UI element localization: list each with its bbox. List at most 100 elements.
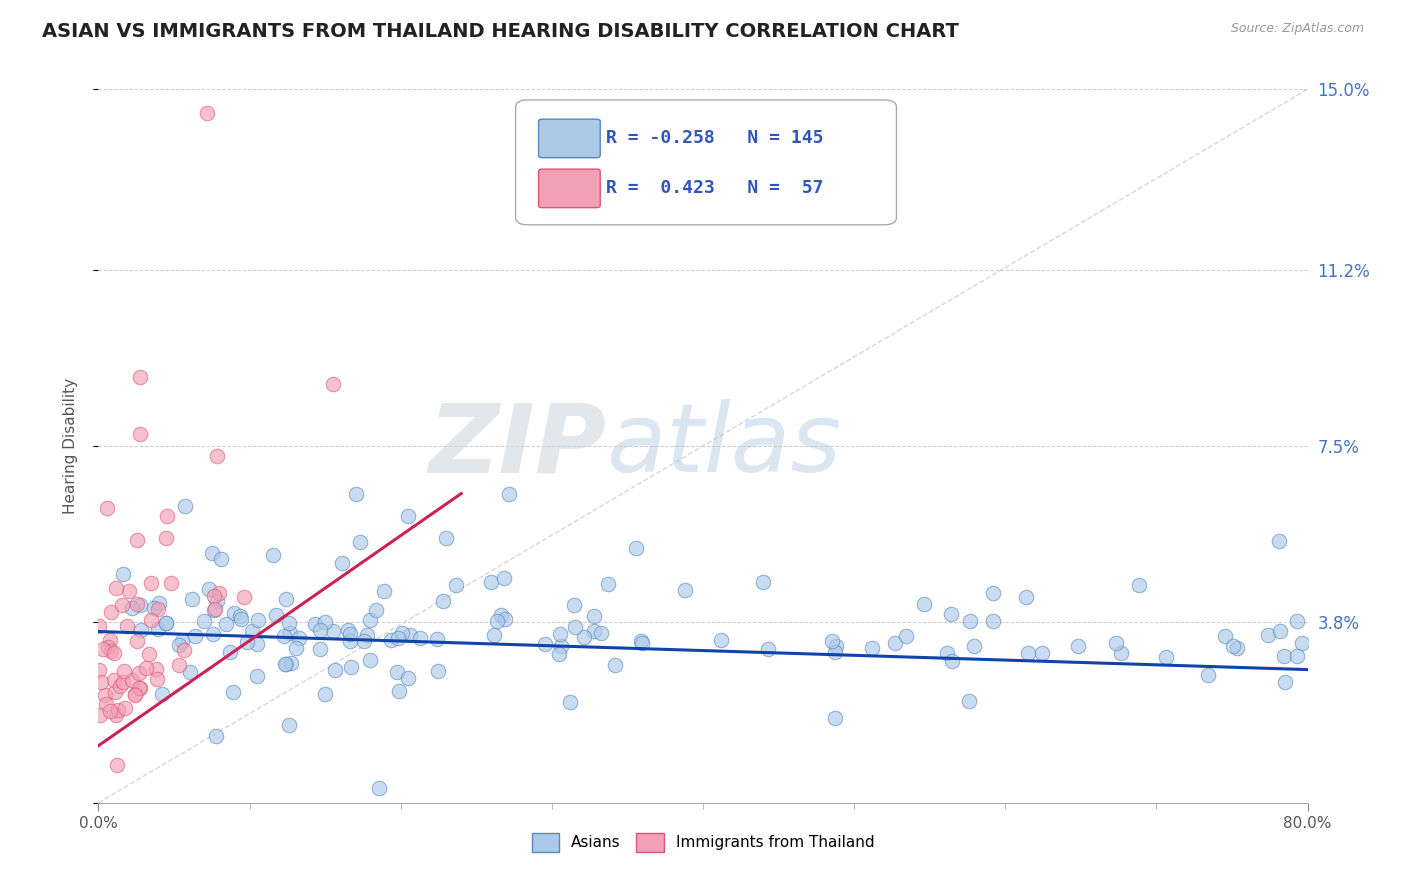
Point (246, 613, 269, 627)
Point (550, 639, 572, 653)
Point (482, 628, 505, 642)
Point (87, 663, 110, 677)
Point (233, 591, 256, 605)
Point (558, 695, 581, 709)
Point (179, 665, 201, 679)
Point (336, 623, 359, 637)
Point (322, 624, 344, 639)
Text: atlas: atlas (606, 400, 841, 492)
Point (129, 681, 152, 695)
Point (274, 657, 297, 672)
Point (146, 602, 169, 616)
Point (125, 533, 148, 547)
Point (280, 656, 302, 670)
Point (107, 703, 129, 717)
Point (118, 584, 141, 599)
Point (353, 634, 375, 648)
Point (195, 106, 218, 120)
Point (983, 586, 1005, 600)
Point (156, 508, 179, 523)
Point (262, 548, 284, 562)
Point (630, 634, 652, 648)
Point (825, 639, 848, 653)
Text: ASIAN VS IMMIGRANTS FROM THAILAND HEARING DISABILITY CORRELATION CHART: ASIAN VS IMMIGRANTS FROM THAILAND HEARIN… (42, 22, 959, 41)
Point (1226, 641, 1249, 656)
Point (1291, 636, 1313, 650)
Point (104, 707, 127, 722)
Point (209, 552, 232, 566)
Point (129, 623, 152, 637)
Point (94, 698, 117, 712)
Point (145, 662, 167, 676)
Point (936, 646, 959, 660)
Point (121, 601, 143, 615)
Point (264, 608, 287, 623)
Point (89, 708, 111, 723)
Point (108, 679, 131, 693)
Point (673, 582, 696, 597)
Point (274, 657, 297, 672)
Point (1268, 624, 1291, 638)
Point (184, 629, 207, 643)
Point (97, 640, 120, 655)
Point (446, 578, 468, 592)
Point (150, 687, 173, 701)
Point (278, 626, 301, 640)
Point (582, 624, 605, 638)
Point (202, 627, 225, 641)
Point (160, 576, 183, 591)
Point (274, 592, 297, 607)
Point (145, 673, 167, 687)
Point (1017, 646, 1039, 660)
Point (128, 681, 150, 695)
Point (278, 615, 301, 630)
Point (630, 636, 652, 650)
Point (489, 607, 512, 622)
Point (181, 592, 204, 607)
Point (330, 557, 353, 571)
Point (135, 661, 157, 675)
Point (398, 627, 420, 641)
Point (366, 603, 388, 617)
Text: ZIP: ZIP (429, 400, 606, 492)
Point (285, 640, 308, 655)
Point (1066, 640, 1088, 654)
Point (368, 780, 391, 795)
Point (125, 597, 148, 611)
Point (90, 675, 112, 690)
Text: R =  0.423   N =  57: R = 0.423 N = 57 (606, 179, 824, 197)
Point (314, 687, 336, 701)
Text: Source: ZipAtlas.com: Source: ZipAtlas.com (1230, 22, 1364, 36)
Point (583, 608, 606, 623)
Point (309, 642, 332, 657)
Point (96, 501, 118, 516)
Point (124, 687, 146, 701)
Point (498, 486, 520, 500)
Point (204, 602, 226, 616)
Point (494, 612, 516, 626)
Point (426, 632, 449, 646)
Point (111, 675, 134, 690)
Point (104, 685, 127, 699)
Point (396, 671, 419, 685)
Point (207, 586, 229, 600)
Point (1257, 628, 1279, 642)
Point (128, 666, 150, 681)
Point (533, 637, 555, 651)
Point (1031, 646, 1053, 660)
Point (103, 646, 125, 660)
Point (138, 647, 160, 661)
Point (146, 622, 169, 636)
Point (221, 685, 243, 699)
Point (391, 626, 413, 640)
Point (100, 605, 122, 619)
Point (1286, 648, 1309, 663)
Point (124, 688, 146, 702)
Point (167, 658, 190, 673)
Point (1154, 650, 1177, 665)
Point (821, 634, 844, 648)
Point (1109, 646, 1132, 660)
Point (112, 664, 135, 678)
FancyBboxPatch shape (538, 120, 600, 158)
Point (198, 582, 221, 596)
